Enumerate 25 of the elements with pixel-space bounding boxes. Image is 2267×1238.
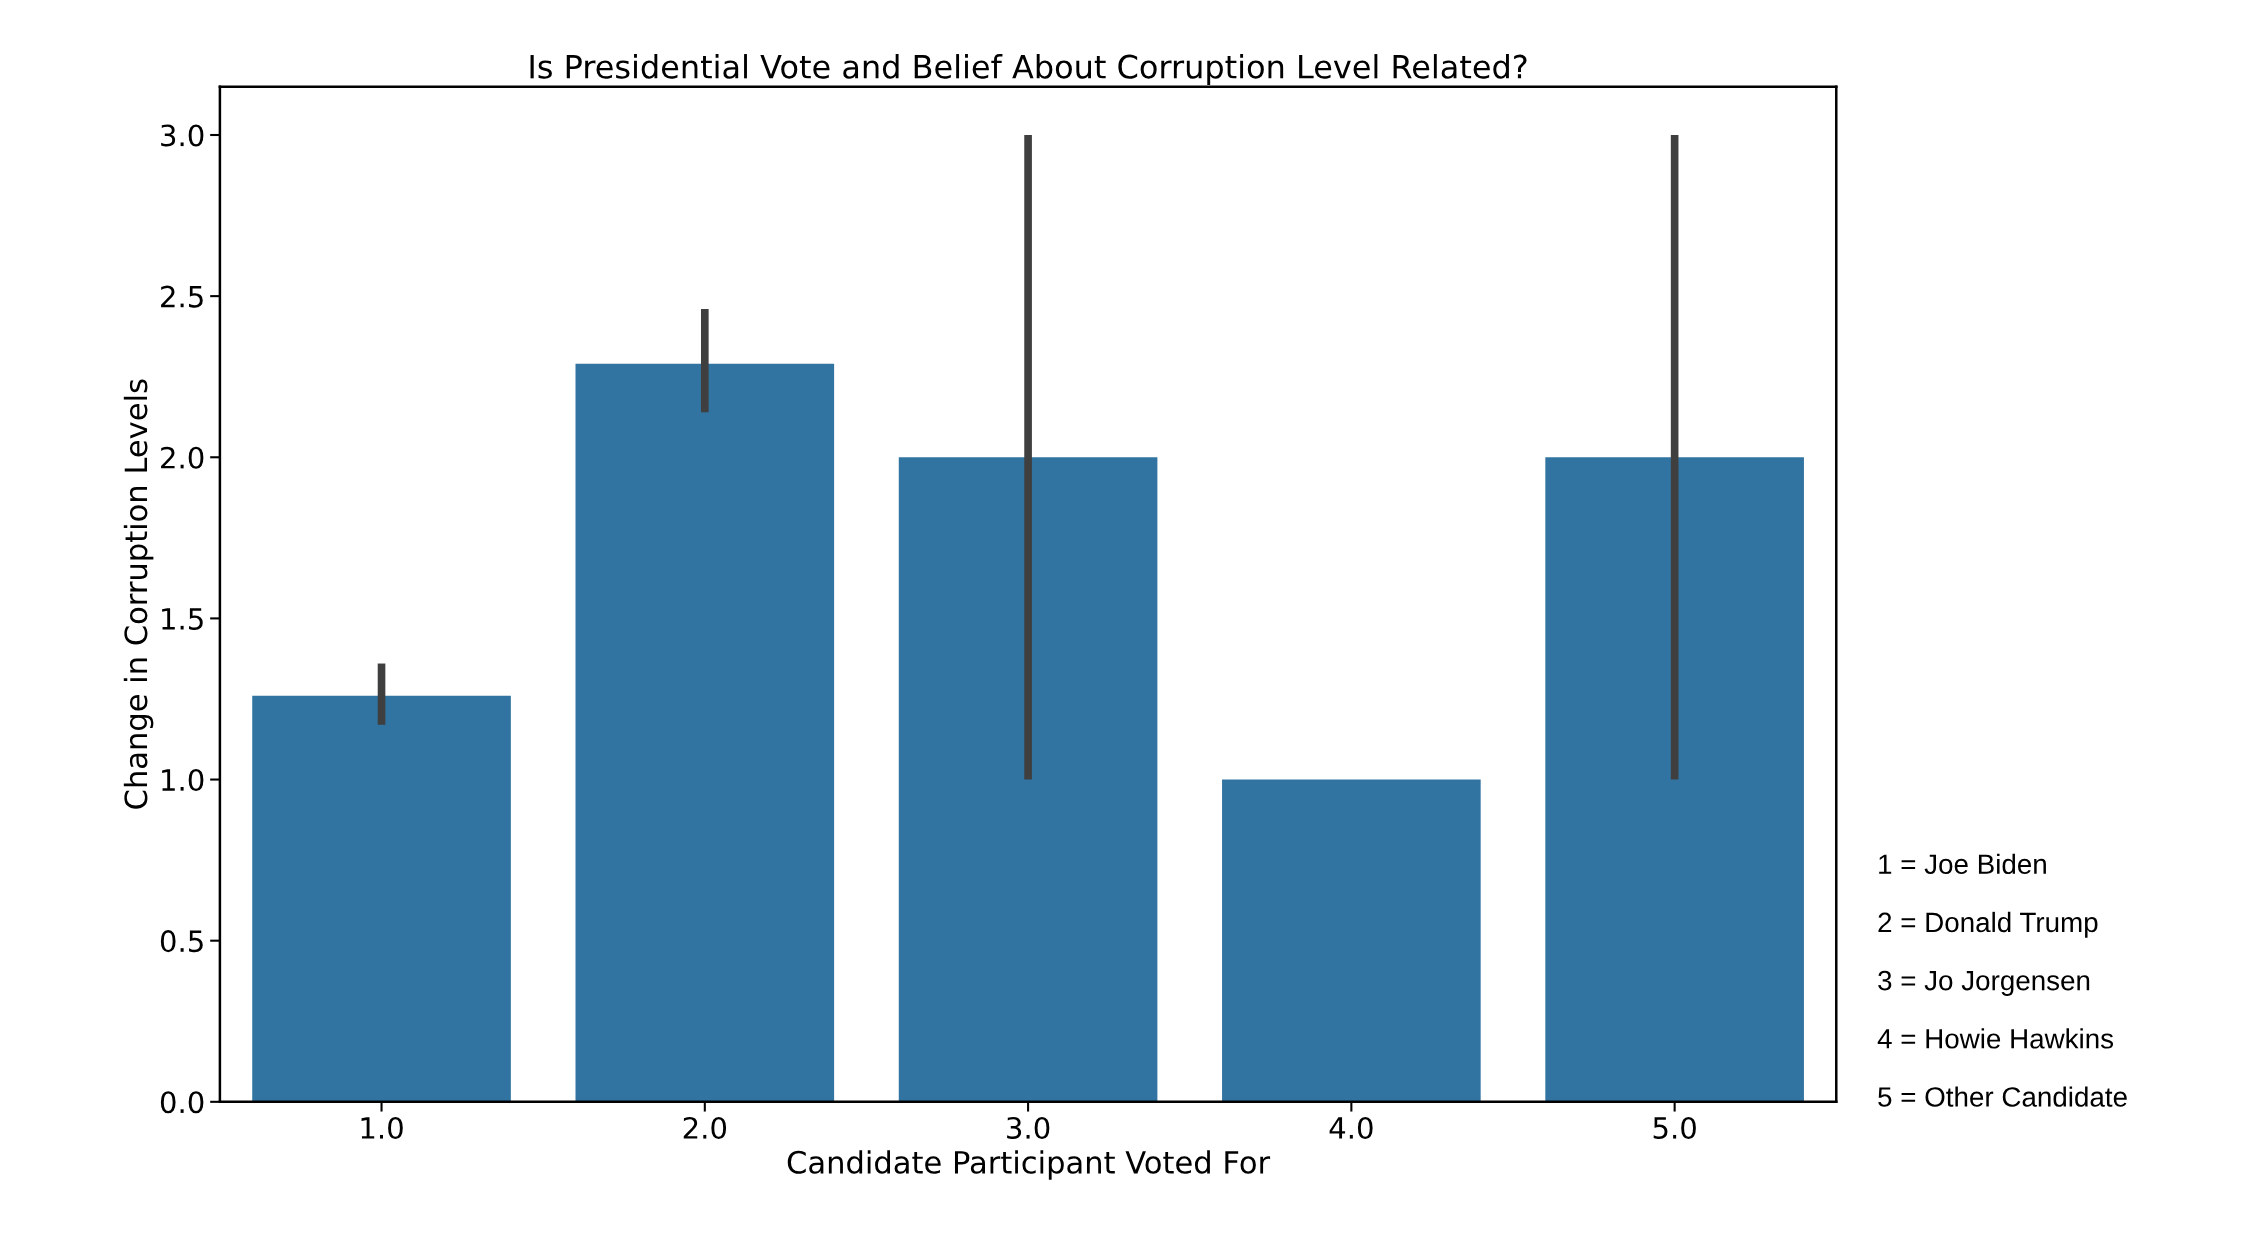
y-tick-label: 0.0	[160, 1091, 204, 1114]
y-tick-label: 2.5	[161, 285, 203, 308]
text: 4 = Howie Hawkins	[1877, 1028, 2114, 1049]
bar	[898, 457, 1158, 1102]
text: 2 = Donald Trump	[1878, 911, 2098, 938]
x-tick-label: 5.0	[1653, 1116, 1696, 1139]
bar	[575, 363, 835, 1102]
y-tick-label: 3.0	[161, 124, 204, 147]
text: 3 = Jo Jorgensen	[1878, 970, 2090, 996]
x-tick-label: 3.0	[1007, 1116, 1050, 1139]
bar	[1545, 457, 1804, 1102]
y-tick-label: 1.5	[162, 608, 203, 630]
x-tick-label: 2.0	[683, 1116, 727, 1139]
x-axis-title: Candidate Participant Voted For	[787, 1150, 1271, 1180]
y-tick-label: 1.0	[162, 768, 204, 792]
y-tick-label: 0.5	[160, 930, 203, 953]
chart-title: Is Presidential Vote and Belief About Corruption Level Related?	[530, 54, 1527, 85]
y-tick-label: 2.0	[161, 446, 204, 469]
text: 1 = Joe Biden	[1879, 853, 2046, 875]
x-tick-label: 1.0	[361, 1116, 403, 1139]
x-tick-label: 4.0	[1329, 1116, 1373, 1139]
bar	[252, 695, 511, 1102]
text: 5 = Other Candidate	[1878, 1086, 2127, 1107]
bar	[1222, 779, 1481, 1102]
y-axis-title: Change in Corruption Levels	[123, 379, 154, 809]
